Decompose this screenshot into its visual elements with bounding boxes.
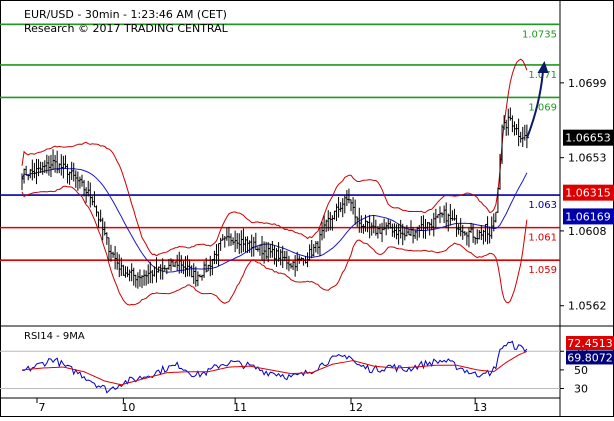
rsi-title: RSI14 - 9MA xyxy=(24,331,85,342)
price-badge xyxy=(563,208,614,225)
x-tick-label: 13 xyxy=(473,401,487,414)
price-badge-label: 1.06315 xyxy=(565,187,611,200)
y-tick-label: 1.0562 xyxy=(568,300,607,313)
chart-title: EUR/USD - 30min - 1:23:46 AM (CET) xyxy=(24,8,227,21)
level-label: 1.063 xyxy=(528,200,557,211)
rsi-line xyxy=(21,340,528,394)
price-badge-label: 1.06169 xyxy=(565,210,611,223)
x-tick-label: 12 xyxy=(349,401,363,414)
rsi-ma-line xyxy=(21,350,528,386)
level-label: 1.059 xyxy=(528,265,557,276)
bollinger-lower-band xyxy=(21,185,528,306)
rsi-badge xyxy=(566,335,614,350)
price-badge xyxy=(563,129,614,146)
forecast-arrow-head xyxy=(537,60,549,73)
rsi-badge xyxy=(566,350,614,365)
price-badge xyxy=(563,184,614,201)
level-label: 1.061 xyxy=(528,233,557,244)
rsi-y-tick-label: 30 xyxy=(574,382,588,395)
y-tick-label: 1.0653 xyxy=(568,152,607,165)
x-tick-label: 11 xyxy=(233,401,247,414)
y-tick-label: 1.0608 xyxy=(568,225,607,238)
bollinger-upper-band xyxy=(21,58,528,257)
rsi-y-tick-label: 50 xyxy=(574,364,588,377)
chart-subtitle: Research © 2017 TRADING CENTRAL xyxy=(24,22,229,35)
rsi-badge-label: 72.4513 xyxy=(567,337,613,350)
price-badge-label: 1.06653 xyxy=(565,132,611,145)
level-label: 1.0735 xyxy=(522,29,557,40)
level-label: 1.069 xyxy=(528,102,557,113)
x-tick-label: 10 xyxy=(121,401,135,414)
x-tick-label: 7 xyxy=(39,401,46,414)
y-tick-label: 1.0699 xyxy=(568,77,607,90)
rsi-badge-label: 69.8072 xyxy=(567,351,613,364)
